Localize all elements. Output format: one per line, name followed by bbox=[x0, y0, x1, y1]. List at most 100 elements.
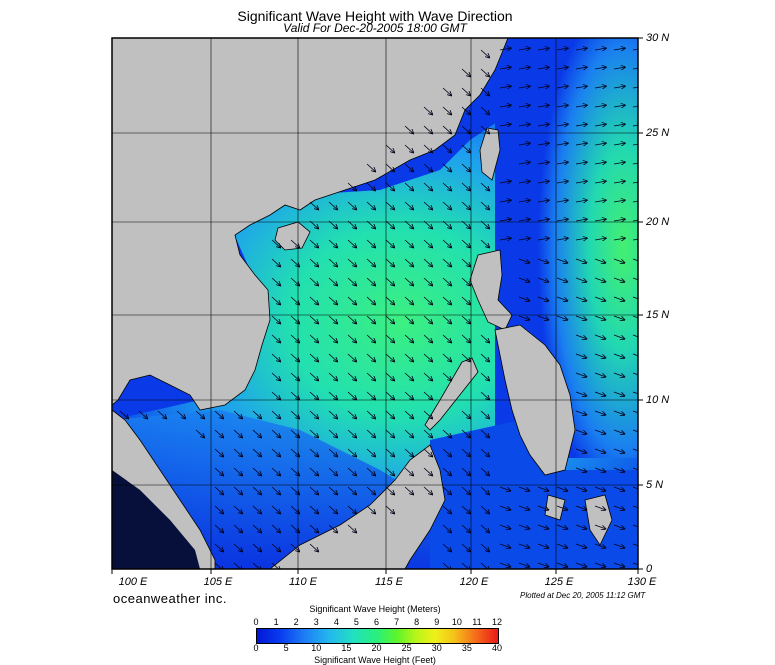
wave-arrow bbox=[423, 144, 432, 152]
wave-arrow bbox=[461, 296, 470, 304]
wave-arrow bbox=[594, 277, 605, 282]
wave-arrow bbox=[442, 106, 451, 114]
lat-label-0: 0 bbox=[646, 563, 653, 575]
wave-arrow bbox=[518, 105, 530, 107]
wave-arrow bbox=[518, 181, 530, 183]
wave-arrow bbox=[613, 486, 624, 491]
wave-arrow bbox=[423, 429, 432, 437]
wave-arrow bbox=[537, 124, 549, 126]
wave-arrow bbox=[461, 410, 470, 418]
wave-arrow bbox=[613, 524, 624, 529]
wave-arrow bbox=[575, 258, 586, 263]
wave-arrow bbox=[385, 334, 394, 342]
wave-arrow bbox=[423, 372, 432, 380]
wave-arrow bbox=[480, 106, 489, 114]
wave-arrow bbox=[613, 258, 624, 263]
wave-arrow bbox=[442, 353, 451, 361]
wave-arrow bbox=[366, 315, 375, 323]
wave-direction-arrows bbox=[119, 48, 638, 569]
wave-arrow bbox=[271, 562, 280, 569]
celebes-sea-waves bbox=[430, 420, 638, 569]
wave-arrow bbox=[556, 143, 568, 145]
wave-arrow bbox=[366, 201, 375, 209]
wave-arrow bbox=[423, 106, 432, 114]
wave-arrow bbox=[233, 543, 242, 551]
wave-arrow bbox=[309, 486, 318, 494]
wave-arrow bbox=[119, 410, 128, 418]
wave-arrow bbox=[613, 105, 625, 107]
lat-label-5n: 5 N bbox=[646, 479, 664, 491]
wave-arrow bbox=[575, 562, 586, 567]
wave-arrow bbox=[442, 467, 451, 475]
wave-arrow bbox=[613, 372, 624, 377]
wave-arrow bbox=[499, 238, 511, 240]
lat-label-10n: 10 N bbox=[646, 394, 670, 406]
wave-arrow bbox=[423, 296, 432, 304]
wave-arrow bbox=[271, 296, 280, 304]
wave-arrow bbox=[423, 258, 432, 266]
wave-arrow bbox=[347, 334, 356, 342]
wave-arrow bbox=[480, 486, 489, 494]
feet-tick-label: 10 bbox=[311, 643, 322, 653]
wave-arrow bbox=[385, 296, 394, 304]
wave-arrow bbox=[328, 277, 337, 285]
wave-arrow bbox=[613, 162, 625, 164]
wave-arrow bbox=[594, 258, 605, 263]
wave-arrow bbox=[632, 124, 638, 127]
wave-arrow bbox=[537, 277, 548, 282]
wave-arrow bbox=[518, 219, 530, 221]
wave-arrow bbox=[613, 353, 624, 358]
wave-arrow bbox=[461, 467, 470, 475]
wave-arrow bbox=[404, 258, 413, 266]
wave-arrow bbox=[404, 372, 413, 380]
wave-arrow bbox=[461, 334, 470, 342]
wave-arrow bbox=[366, 505, 375, 513]
wave-arrow bbox=[537, 200, 549, 202]
wave-arrow bbox=[347, 296, 356, 304]
wave-arrow bbox=[423, 467, 432, 475]
wave-arrow bbox=[366, 467, 375, 475]
wave-arrow bbox=[442, 448, 451, 456]
wave-arrow bbox=[309, 315, 318, 323]
wave-arrow bbox=[480, 49, 489, 57]
wave-arrow bbox=[366, 353, 375, 361]
meters-tick-label: 6 bbox=[373, 617, 379, 627]
wave-arrow bbox=[309, 429, 318, 437]
wave-arrow bbox=[138, 410, 147, 418]
wave-arrow bbox=[271, 543, 280, 551]
wave-arrow bbox=[575, 543, 586, 548]
wave-arrow bbox=[328, 315, 337, 323]
wave-arrow bbox=[404, 486, 413, 494]
wave-arrow bbox=[613, 543, 624, 548]
wave-arrow bbox=[632, 486, 638, 490]
wave-arrow bbox=[442, 163, 451, 171]
wave-arrow bbox=[404, 353, 413, 361]
wave-arrow bbox=[556, 200, 568, 202]
wave-arrow bbox=[461, 258, 470, 266]
wave-arrow bbox=[385, 239, 394, 247]
wave-arrow bbox=[556, 219, 568, 221]
wave-arrow bbox=[594, 67, 606, 69]
lat-lon-grid bbox=[112, 38, 638, 569]
wave-arrow bbox=[575, 143, 587, 145]
feet-tick-label: 5 bbox=[283, 643, 289, 653]
wave-arrow bbox=[575, 505, 586, 510]
wave-arrow bbox=[537, 524, 548, 529]
wave-arrow bbox=[366, 239, 375, 247]
wave-arrow bbox=[518, 143, 530, 145]
wave-arrow bbox=[594, 505, 605, 510]
wave-arrow bbox=[366, 258, 375, 266]
wave-arrow bbox=[252, 543, 261, 551]
wave-arrow bbox=[442, 315, 451, 323]
wave-arrow bbox=[499, 562, 510, 567]
wave-arrow bbox=[328, 410, 337, 418]
wave-arrow bbox=[556, 105, 568, 107]
wave-arrow bbox=[271, 467, 280, 475]
wave-arrow bbox=[613, 505, 624, 510]
wave-arrow bbox=[461, 106, 470, 114]
meters-tick-label: 5 bbox=[353, 617, 359, 627]
wave-arrow bbox=[575, 277, 586, 282]
wave-arrow bbox=[594, 48, 606, 50]
wave-arrow bbox=[613, 296, 624, 301]
wave-arrow bbox=[366, 372, 375, 380]
